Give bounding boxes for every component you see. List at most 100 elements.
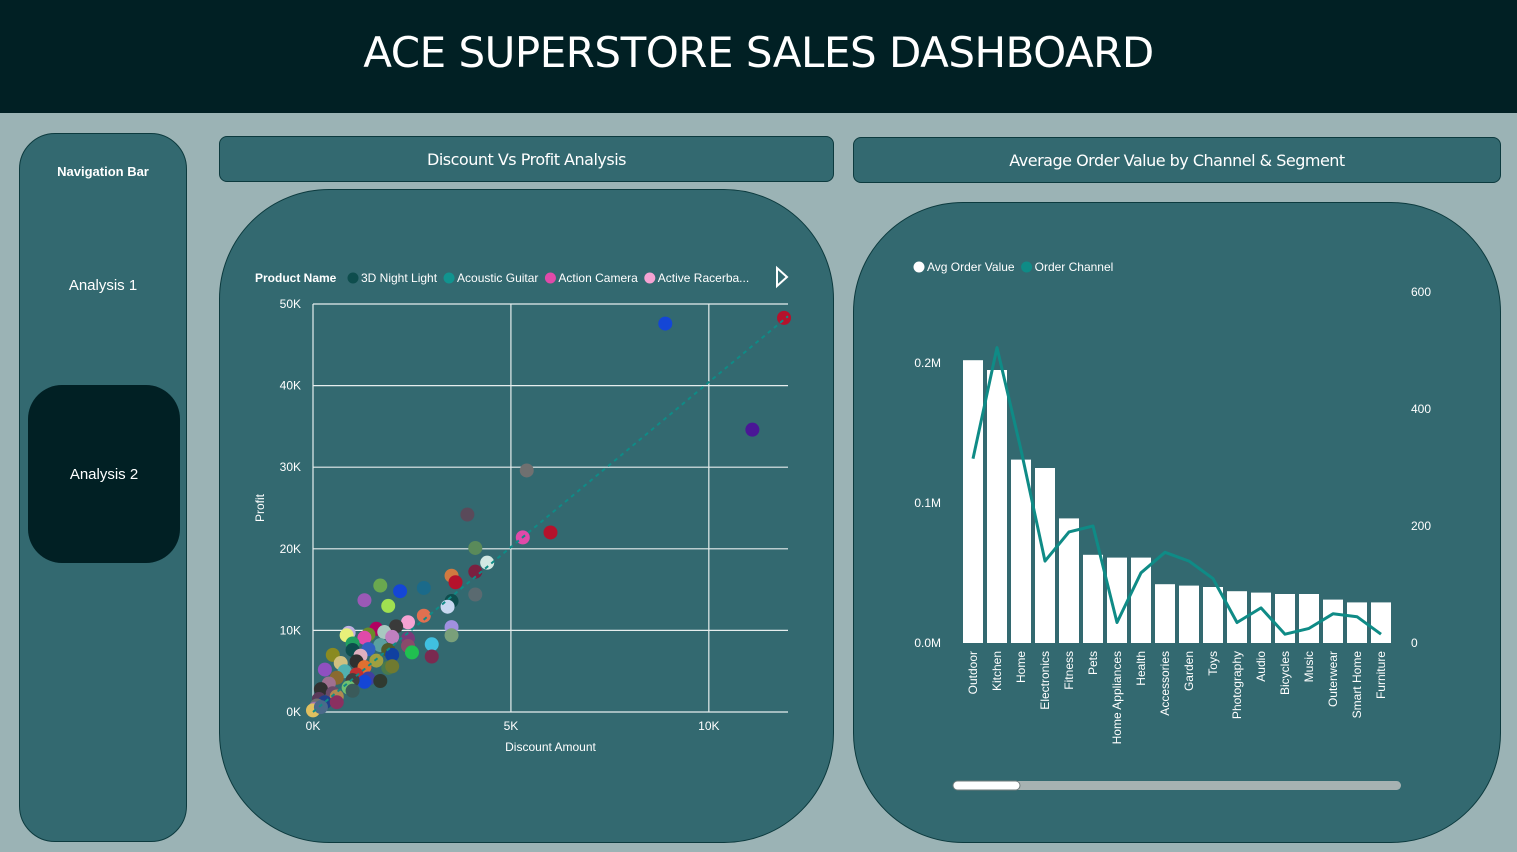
scatter-point[interactable] xyxy=(369,653,384,668)
scatter-y-tick-label: 40K xyxy=(280,379,301,393)
scatter-point[interactable] xyxy=(745,422,760,437)
combo-bar[interactable] xyxy=(1011,459,1031,643)
combo-left-axis-label: 0.2M xyxy=(914,356,941,370)
scatter-x-axis-title: Discount Amount xyxy=(505,740,596,754)
scatter-point[interactable] xyxy=(357,593,372,608)
combo-x-category-label: Audio xyxy=(1254,651,1268,682)
scatter-point[interactable] xyxy=(404,645,419,660)
scatter-point[interactable] xyxy=(385,647,400,662)
scatter-point[interactable] xyxy=(329,695,344,710)
combo-scrollbar-track[interactable] xyxy=(953,781,1401,790)
scatter-legend-marker xyxy=(544,272,556,284)
scatter-point[interactable] xyxy=(424,637,439,652)
dashboard-title: ACE SUPERSTORE SALES DASHBOARD xyxy=(363,28,1154,77)
combo-panel xyxy=(853,202,1501,843)
scatter-legend-marker xyxy=(644,272,656,284)
combo-x-category-label: Garden xyxy=(1182,651,1196,691)
scatter-point[interactable] xyxy=(317,662,332,677)
scatter-legend-label: 3D Night Light xyxy=(361,271,438,285)
combo-bar[interactable] xyxy=(987,370,1007,643)
scatter-point[interactable] xyxy=(519,463,534,478)
combo-right-axis-label: 200 xyxy=(1411,519,1431,533)
combo-bar[interactable] xyxy=(1203,587,1223,643)
combo-bar[interactable] xyxy=(1371,602,1391,643)
scatter-point[interactable] xyxy=(373,578,388,593)
scatter-point[interactable] xyxy=(381,598,396,613)
scatter-point[interactable] xyxy=(444,628,459,643)
scatter-point[interactable] xyxy=(373,673,388,688)
nav-title: Navigation Bar xyxy=(57,164,149,179)
combo-x-category-label: Accessories xyxy=(1158,651,1172,716)
combo-bar[interactable] xyxy=(1155,584,1175,643)
combo-scrollbar-thumb[interactable] xyxy=(952,780,1021,791)
scatter-point[interactable] xyxy=(543,525,558,540)
scatter-point[interactable] xyxy=(468,540,483,555)
play-right-icon[interactable] xyxy=(776,265,789,289)
combo-card-title: Average Order Value by Channel & Segment xyxy=(853,137,1501,183)
scatter-legend-label: Acoustic Guitar xyxy=(457,271,538,285)
scatter-legend-marker xyxy=(443,272,455,284)
scatter-point[interactable] xyxy=(393,584,408,599)
scatter-point[interactable] xyxy=(424,649,439,664)
scatter-point[interactable] xyxy=(357,674,372,689)
combo-x-category-label: Fitness xyxy=(1062,651,1076,690)
scatter-y-axis-title: Profit xyxy=(253,493,267,522)
combo-bar[interactable] xyxy=(1347,602,1367,643)
combo-bar[interactable] xyxy=(1323,599,1343,643)
combo-bar[interactable] xyxy=(963,360,983,643)
scatter-point[interactable] xyxy=(658,316,673,331)
scatter-y-tick-label: 30K xyxy=(280,460,301,474)
scatter-legend-label: Action Camera xyxy=(558,271,638,285)
combo-bar[interactable] xyxy=(1299,594,1319,643)
combo-bar[interactable] xyxy=(1083,554,1103,643)
scatter-y-tick-label: 0K xyxy=(286,705,301,719)
combo-x-category-label: Bicycles xyxy=(1278,651,1292,695)
scatter-trend-line xyxy=(312,315,789,713)
scatter-point[interactable] xyxy=(460,507,475,522)
combo-left-axis-label: 0.0M xyxy=(914,636,941,650)
scatter-card-title: Discount Vs Profit Analysis xyxy=(219,136,834,182)
scatter-point[interactable] xyxy=(416,608,431,623)
scatter-point[interactable] xyxy=(389,619,404,634)
scatter-point[interactable] xyxy=(345,683,360,698)
combo-bar[interactable] xyxy=(1107,557,1127,643)
combo-x-category-label: Kitchen xyxy=(990,651,1004,691)
scatter-point[interactable] xyxy=(385,659,400,674)
scatter-point[interactable] xyxy=(385,629,400,644)
combo-channel-line xyxy=(971,346,1382,636)
combo-bar[interactable] xyxy=(1251,592,1271,643)
scatter-point[interactable] xyxy=(313,700,328,715)
combo-bar[interactable] xyxy=(1059,518,1079,643)
header-bar: ACE SUPERSTORE SALES DASHBOARD xyxy=(0,0,1517,113)
scatter-point[interactable] xyxy=(448,575,463,590)
scatter-point[interactable] xyxy=(401,615,415,630)
scatter-panel xyxy=(219,189,834,843)
scatter-legend-title: Product Name xyxy=(255,271,337,285)
scatter-point[interactable] xyxy=(468,587,483,602)
scatter-point[interactable] xyxy=(777,310,792,325)
combo-x-category-label: Outdoor xyxy=(966,651,980,694)
scatter-y-tick-label: 20K xyxy=(280,542,301,556)
combo-x-category-label: Outerwear xyxy=(1326,651,1340,707)
scatter-point[interactable] xyxy=(416,580,431,595)
scatter-point[interactable] xyxy=(440,599,455,614)
combo-x-category-label: Furniture xyxy=(1374,651,1388,699)
combo-x-category-label: Music xyxy=(1302,651,1316,682)
combo-x-category-label: Home Appliances xyxy=(1110,651,1124,744)
combo-bar[interactable] xyxy=(1131,557,1151,643)
combo-bar[interactable] xyxy=(1179,585,1199,643)
scatter-legend-label: Active Racerba... xyxy=(658,271,749,285)
combo-x-category-label: Toys xyxy=(1206,651,1220,676)
combo-x-category-label: Smart Home xyxy=(1350,651,1364,719)
scatter-point[interactable] xyxy=(357,630,372,645)
nav-button-analysis-2[interactable]: Analysis 2 xyxy=(28,385,180,563)
nav-button-analysis-1[interactable]: Analysis 1 xyxy=(68,276,138,294)
combo-x-category-label: Electronics xyxy=(1038,651,1052,710)
combo-x-category-label: Health xyxy=(1134,651,1148,686)
scatter-y-tick-label: 50K xyxy=(280,297,301,311)
scatter-point[interactable] xyxy=(468,564,483,579)
scatter-x-tick-label: 5K xyxy=(504,719,519,733)
combo-bar[interactable] xyxy=(1227,591,1247,643)
scatter-point[interactable] xyxy=(480,555,495,570)
